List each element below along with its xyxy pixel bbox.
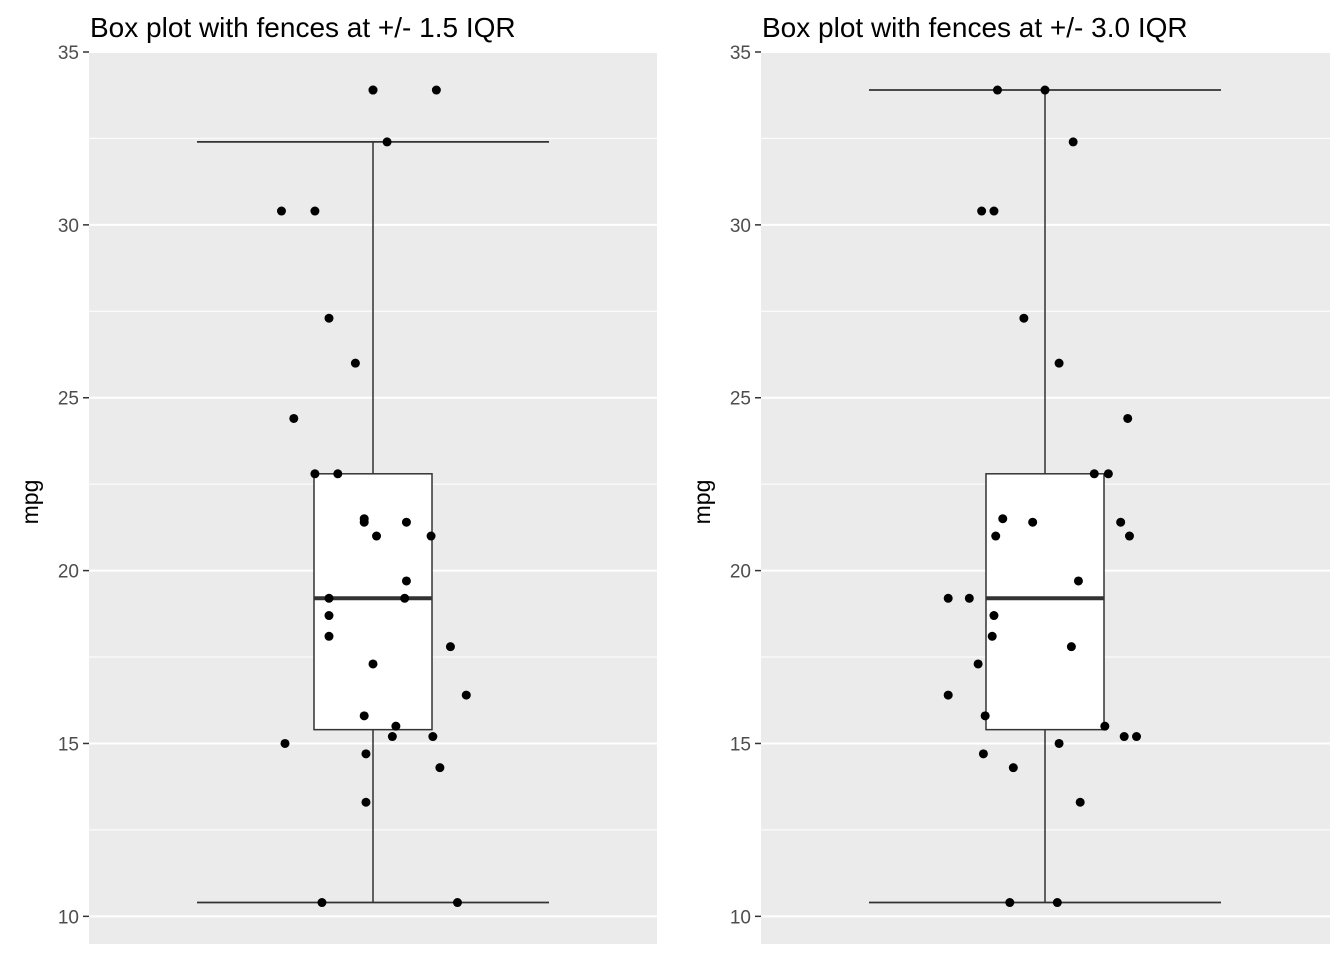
data-point (401, 517, 411, 527)
data-point (973, 659, 983, 669)
data-point (1089, 469, 1099, 479)
data-point (361, 749, 371, 759)
data-point (943, 690, 953, 700)
data-point (387, 732, 397, 742)
data-point (1054, 358, 1064, 368)
data-point (989, 206, 999, 216)
data-point (426, 531, 436, 541)
y-tick-label: 20 (58, 562, 79, 583)
data-point (428, 732, 438, 742)
data-point (289, 413, 299, 423)
chart-panel-left: 10 15 20 25 30 35 Box plot with fences at +/-… (17, 12, 657, 944)
data-point (382, 137, 392, 147)
data-point (987, 631, 997, 641)
y-tick-label: 20 (730, 562, 751, 583)
data-point (359, 711, 369, 721)
data-point (431, 85, 441, 95)
iqr-box (985, 473, 1105, 731)
data-point (359, 517, 369, 527)
data-point (1005, 898, 1015, 908)
data-point (1123, 413, 1133, 423)
data-point (1066, 642, 1076, 652)
data-point (350, 358, 360, 368)
data-point (401, 576, 411, 586)
y-tick-label: 10 (730, 907, 751, 928)
data-point (980, 711, 990, 721)
chart-panel-right: 10 15 20 25 30 35 Box plot with fences at +/-… (689, 12, 1330, 944)
y-tick-label: 15 (58, 734, 79, 755)
chart-title: Box plot with fences at +/- 1.5 IQR (90, 12, 516, 43)
data-point (1119, 732, 1129, 742)
data-point (310, 206, 320, 216)
y-axis-title: mpg (689, 480, 715, 525)
data-point (324, 313, 334, 323)
data-point (372, 531, 382, 541)
data-point (998, 514, 1008, 524)
data-point (317, 898, 327, 908)
data-point (1028, 517, 1038, 527)
y-tick-label: 35 (58, 43, 79, 64)
data-point (391, 721, 401, 731)
data-point (461, 690, 471, 700)
y-tick-label: 25 (730, 389, 751, 410)
data-point (991, 531, 1001, 541)
y-tick-label: 25 (58, 389, 79, 410)
data-point (943, 593, 953, 603)
data-point (333, 469, 343, 479)
data-point (1054, 738, 1064, 748)
data-point (452, 898, 462, 908)
data-point (324, 593, 334, 603)
data-point (989, 611, 999, 621)
data-point (1075, 797, 1085, 807)
data-point (992, 85, 1002, 95)
data-point (276, 206, 286, 216)
data-point (1052, 898, 1062, 908)
data-point (1040, 85, 1050, 95)
data-point (324, 611, 334, 621)
data-point (1100, 721, 1110, 731)
data-point (1068, 137, 1078, 147)
data-point (1116, 517, 1126, 527)
y-tick-label: 30 (730, 216, 751, 237)
data-point (964, 593, 974, 603)
data-point (1132, 732, 1142, 742)
y-tick-label: 35 (730, 43, 751, 64)
data-point (978, 749, 988, 759)
y-axis-title: mpg (17, 480, 43, 525)
data-point (435, 763, 445, 773)
data-point (400, 593, 410, 603)
data-point (368, 85, 378, 95)
data-point (1008, 763, 1018, 773)
data-point (1073, 576, 1083, 586)
y-tick-label: 30 (58, 216, 79, 237)
data-point (280, 738, 290, 748)
data-point (361, 797, 371, 807)
data-point (977, 206, 987, 216)
y-tick-label: 15 (730, 734, 751, 755)
data-point (310, 469, 320, 479)
data-point (445, 642, 455, 652)
data-point (1103, 469, 1113, 479)
y-tick-label: 10 (58, 907, 79, 928)
data-point (368, 659, 378, 669)
iqr-box (313, 473, 433, 731)
chart-title: Box plot with fences at +/- 3.0 IQR (762, 12, 1188, 43)
data-point (1124, 531, 1134, 541)
data-point (324, 631, 334, 641)
data-point (1019, 313, 1029, 323)
